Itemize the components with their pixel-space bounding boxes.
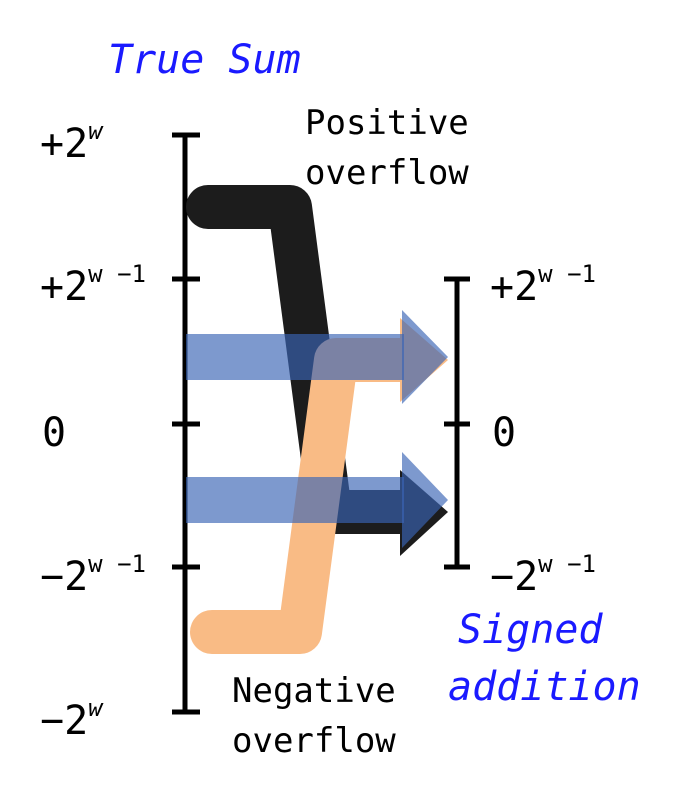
right-label-zero: 0 xyxy=(492,410,516,456)
left-label-zero: 0 xyxy=(42,410,66,456)
true-sum-title: True Sum xyxy=(108,37,301,83)
normal-range-arrow-lower xyxy=(186,452,448,548)
left-label-bottom: −2w xyxy=(40,694,104,744)
positive-overflow-label: Positive overflow xyxy=(305,103,489,193)
signed-addition-axis xyxy=(444,276,470,570)
left-label-lower-mid: −2w −1 xyxy=(40,550,146,600)
right-label-top: +2w −1 xyxy=(490,260,596,310)
normal-range-arrow-upper xyxy=(186,310,448,404)
true-sum-axis xyxy=(172,132,200,715)
negative-overflow-label: Negative overflow xyxy=(232,671,416,761)
signed-addition-title: Signed addition xyxy=(448,607,641,710)
right-label-bottom: −2w −1 xyxy=(490,550,596,600)
left-label-upper-mid: +2w −1 xyxy=(40,260,146,310)
left-label-top: +2w xyxy=(40,117,104,167)
